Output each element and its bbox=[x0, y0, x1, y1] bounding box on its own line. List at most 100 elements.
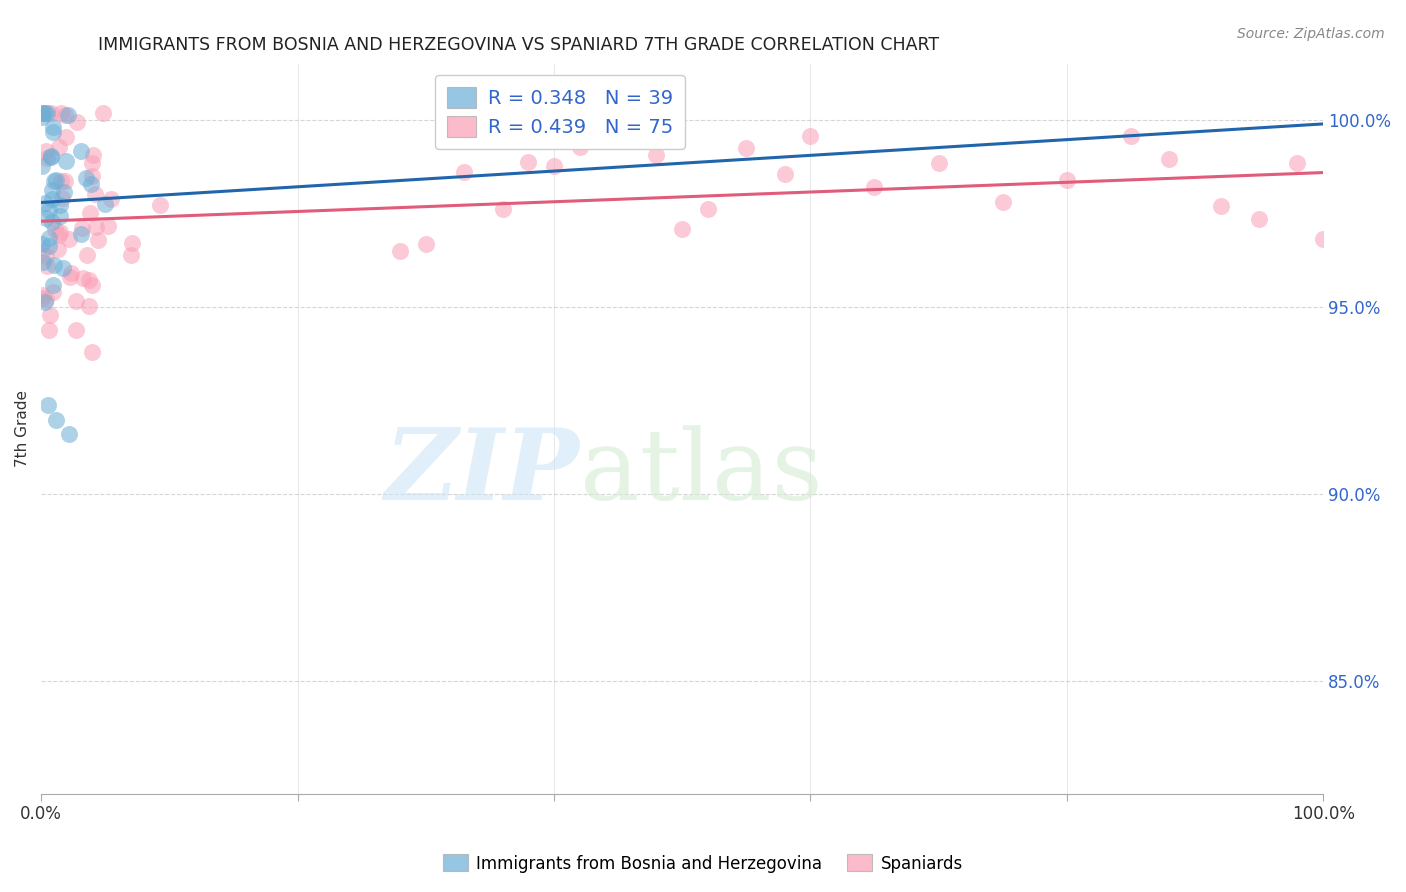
Point bbox=[773, 167, 796, 181]
Legend: Immigrants from Bosnia and Herzegovina, Spaniards: Immigrants from Bosnia and Herzegovina, … bbox=[436, 847, 970, 880]
Point bbox=[34, 249, 56, 263]
Point bbox=[70, 221, 93, 235]
Point bbox=[1247, 212, 1270, 227]
Point bbox=[66, 115, 89, 129]
Point bbox=[59, 269, 82, 284]
Point bbox=[31, 288, 53, 302]
Point bbox=[41, 105, 63, 120]
Point bbox=[41, 285, 63, 299]
Point bbox=[44, 222, 66, 236]
Point bbox=[863, 180, 886, 194]
Point bbox=[93, 197, 115, 211]
Point bbox=[645, 148, 668, 162]
Point bbox=[38, 239, 60, 253]
Point bbox=[53, 174, 76, 188]
Point bbox=[65, 293, 87, 308]
Point bbox=[49, 225, 72, 239]
Point bbox=[82, 155, 104, 169]
Point bbox=[41, 182, 63, 196]
Point bbox=[121, 236, 143, 251]
Point bbox=[35, 259, 58, 273]
Point bbox=[568, 140, 591, 154]
Point bbox=[75, 170, 97, 185]
Point bbox=[58, 232, 80, 246]
Point bbox=[389, 244, 412, 259]
Point bbox=[42, 258, 65, 272]
Point bbox=[465, 117, 488, 131]
Point bbox=[45, 173, 67, 187]
Point bbox=[70, 227, 93, 242]
Point bbox=[48, 140, 70, 154]
Point bbox=[82, 169, 104, 183]
Point bbox=[671, 222, 693, 236]
Point bbox=[58, 427, 80, 442]
Point bbox=[60, 266, 83, 280]
Point bbox=[55, 130, 77, 145]
Text: atlas: atlas bbox=[579, 425, 823, 521]
Point bbox=[41, 120, 63, 135]
Point bbox=[38, 203, 60, 218]
Point bbox=[53, 185, 76, 199]
Point bbox=[35, 211, 58, 226]
Point bbox=[79, 273, 101, 287]
Point bbox=[41, 278, 63, 293]
Point bbox=[453, 165, 475, 179]
Point bbox=[39, 149, 62, 163]
Point bbox=[38, 231, 60, 245]
Point bbox=[79, 206, 101, 220]
Point bbox=[34, 294, 56, 309]
Point bbox=[35, 145, 58, 159]
Point bbox=[82, 148, 104, 162]
Point bbox=[97, 219, 120, 233]
Point bbox=[83, 186, 105, 201]
Point bbox=[31, 236, 53, 251]
Point bbox=[31, 291, 53, 305]
Point bbox=[42, 126, 65, 140]
Point bbox=[543, 160, 565, 174]
Point bbox=[32, 105, 55, 120]
Point bbox=[49, 105, 72, 120]
Point bbox=[735, 141, 758, 155]
Point bbox=[65, 323, 87, 337]
Point bbox=[38, 323, 60, 337]
Point bbox=[1286, 156, 1309, 170]
Point bbox=[72, 271, 94, 285]
Point bbox=[928, 156, 950, 170]
Point bbox=[55, 153, 77, 168]
Point bbox=[120, 248, 142, 262]
Point bbox=[991, 195, 1014, 210]
Point bbox=[491, 202, 513, 216]
Point bbox=[35, 152, 58, 166]
Point bbox=[49, 209, 72, 223]
Point bbox=[607, 134, 630, 148]
Point bbox=[1209, 199, 1232, 213]
Point bbox=[35, 105, 58, 120]
Point bbox=[100, 192, 122, 206]
Point bbox=[51, 190, 73, 204]
Point bbox=[77, 299, 100, 313]
Point bbox=[82, 278, 104, 293]
Point bbox=[48, 198, 70, 212]
Point bbox=[37, 398, 59, 412]
Y-axis label: 7th Grade: 7th Grade bbox=[15, 391, 30, 467]
Point bbox=[39, 150, 62, 164]
Point bbox=[1119, 128, 1142, 143]
Point bbox=[34, 196, 56, 211]
Point bbox=[76, 248, 98, 262]
Point bbox=[48, 228, 70, 243]
Point bbox=[80, 178, 103, 192]
Point bbox=[49, 174, 72, 188]
Point bbox=[41, 192, 63, 206]
Point bbox=[55, 108, 77, 122]
Point bbox=[51, 260, 73, 275]
Point bbox=[34, 105, 56, 120]
Text: ZIP: ZIP bbox=[385, 425, 579, 521]
Point bbox=[86, 234, 108, 248]
Point bbox=[46, 243, 69, 257]
Point bbox=[1159, 152, 1181, 166]
Legend: R = 0.348   N = 39, R = 0.439   N = 75: R = 0.348 N = 39, R = 0.439 N = 75 bbox=[436, 75, 685, 149]
Point bbox=[32, 105, 55, 120]
Point bbox=[34, 292, 56, 306]
Text: Source: ZipAtlas.com: Source: ZipAtlas.com bbox=[1237, 27, 1385, 41]
Point bbox=[148, 198, 170, 212]
